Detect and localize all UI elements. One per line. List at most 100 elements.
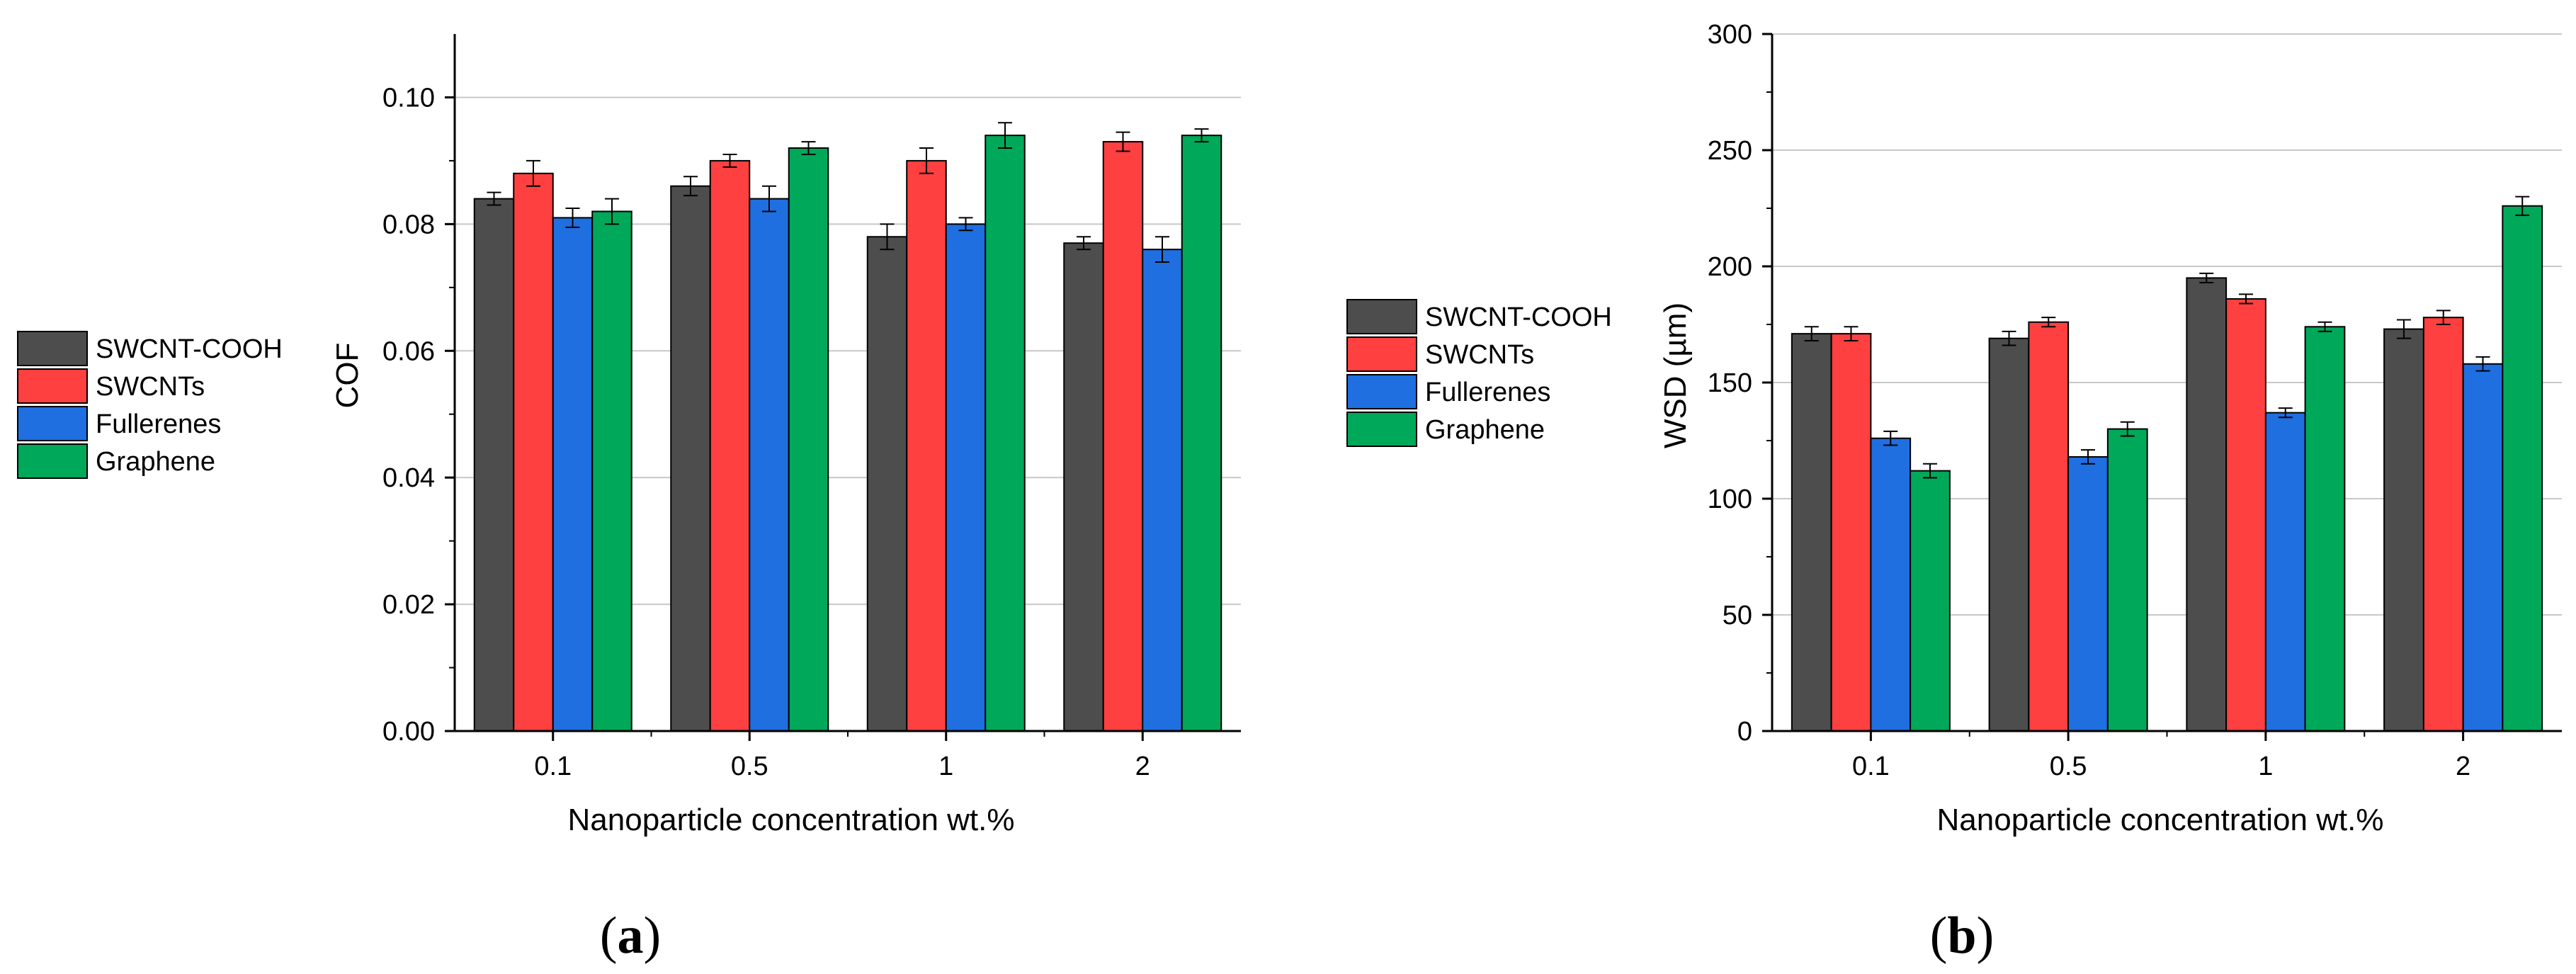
error-bar-a-0-2 [880, 223, 895, 251]
legend-item-a-graphene: Graphene [17, 443, 215, 479]
bars-a [473, 122, 1222, 732]
x-tick-label-a-0: 0.1 [534, 752, 572, 781]
y-tick-label-a-5: 0.10 [382, 83, 435, 113]
error-bar-a-0-1 [683, 176, 698, 197]
error-bar-b-2-2 [2278, 407, 2293, 419]
error-bar-a-1-2 [919, 147, 934, 174]
bar-a-fullerenes-0.5 [749, 198, 790, 732]
legend-swatch [1346, 374, 1417, 409]
legend-swatch [17, 443, 88, 479]
bar-a-graphene-1 [985, 135, 1026, 732]
error-bar-a-0-3 [1077, 236, 1091, 251]
bar-a-swcnt-cooh-0.1 [473, 198, 515, 732]
bar-b-graphene-1 [2304, 326, 2346, 732]
x-axis-title-b: Nanoparticle concentration wt.% [1937, 803, 2384, 837]
legend-label: SWCNTs [96, 372, 205, 402]
bar-b-graphene-2 [2502, 205, 2543, 732]
error-bar-b-0-2 [2199, 272, 2214, 283]
bar-b-swcnt-cooh-0.1 [1791, 333, 1832, 732]
error-bar-b-3-3 [2515, 196, 2530, 216]
legend-item-a-swcnt-cooh: SWCNT-COOH [17, 331, 283, 366]
error-bar-b-1-1 [2041, 317, 2056, 328]
x-tick-label-a-2: 1 [938, 752, 953, 781]
bar-b-swcnts-0.1 [1830, 333, 1872, 732]
error-bar-a-1-3 [1116, 131, 1130, 152]
x-tick-label-b-1: 0.5 [2050, 752, 2087, 781]
error-bar-a-2-0 [565, 208, 580, 228]
y-tick-label-b-6: 300 [1708, 20, 1752, 50]
bar-b-swcnts-1 [2225, 298, 2266, 732]
error-bar-b-0-1 [2002, 330, 2016, 346]
legend-b: SWCNT-COOH SWCNTs Fullerenes Graphene [1346, 299, 1612, 447]
legend-swatch [17, 331, 88, 366]
bar-b-fullerenes-0.5 [2067, 455, 2109, 732]
bar-a-swcnts-1 [906, 159, 947, 732]
legend-swatch [1346, 412, 1417, 447]
error-bar-b-3-1 [2120, 421, 2135, 437]
bar-b-graphene-0.1 [1910, 470, 1951, 732]
y-axis-title-a: COF [330, 343, 365, 409]
bar-b-swcnt-cooh-2 [2383, 328, 2424, 732]
bar-a-swcnt-cooh-2 [1063, 242, 1104, 732]
error-bar-a-1-1 [722, 153, 737, 168]
y-tick-label-b-3: 150 [1708, 368, 1752, 398]
y-tick-label-b-4: 200 [1708, 252, 1752, 282]
x-tick-label-a-1: 0.5 [731, 752, 768, 781]
error-bar-b-0-3 [2397, 319, 2411, 339]
bar-b-swcnt-cooh-0.5 [1988, 337, 2030, 732]
y-axis-title-b: WSD (µm) [1658, 302, 1693, 448]
error-bar-b-2-0 [1883, 430, 1898, 446]
bar-a-swcnt-cooh-1 [866, 236, 908, 732]
error-bar-b-1-2 [2239, 293, 2253, 305]
error-bar-b-1-3 [2436, 310, 2451, 325]
bars-b [1791, 196, 2543, 732]
bar-a-swcnts-2 [1102, 141, 1144, 732]
bar-a-fullerenes-2 [1142, 249, 1183, 732]
legend-label: SWCNT-COOH [96, 334, 283, 364]
axes-b: 0 50 100 150 200 250 300 0.1 0.5 1 2 [1708, 20, 2562, 781]
bar-a-swcnts-0.1 [513, 172, 554, 732]
bar-b-swcnts-2 [2422, 317, 2464, 732]
error-bar-a-3-3 [1194, 128, 1209, 143]
legend-item-a-fullerenes: Fullerenes [17, 406, 221, 441]
y-tick-label-b-2: 100 [1708, 485, 1752, 514]
legend-swatch [1346, 336, 1417, 372]
legend-label: SWCNTs [1425, 340, 1534, 370]
legend-label: SWCNT-COOH [1425, 302, 1612, 332]
error-bar-a-3-1 [801, 141, 816, 155]
y-tick-label-a-2: 0.04 [382, 463, 435, 493]
chart-panel-a: SWCNT-COOH SWCNTs Fullerenes Graphene 0.00 0… [17, 34, 1241, 965]
y-tick-label-a-3: 0.06 [382, 336, 435, 366]
bar-b-graphene-0.5 [2106, 428, 2148, 732]
legend-label: Fullerenes [1425, 378, 1550, 407]
error-bar-b-2-3 [2475, 356, 2490, 372]
error-bar-b-2-1 [2081, 449, 2095, 465]
bar-b-fullerenes-1 [2264, 412, 2306, 732]
legend-swatch [17, 406, 88, 441]
x-tick-label-b-3: 2 [2456, 752, 2470, 781]
legend-item-b-swcnts: SWCNTs [1346, 336, 1534, 372]
error-bar-b-3-0 [1923, 463, 1937, 479]
error-bar-a-3-2 [998, 122, 1012, 149]
legend-label: Graphene [96, 447, 215, 477]
y-tick-label-a-0: 0.00 [382, 717, 435, 747]
y-tick-label-b-0: 0 [1737, 717, 1752, 747]
error-bar-b-1-0 [1844, 326, 1859, 341]
legend-a: SWCNT-COOH SWCNTs Fullerenes Graphene [17, 331, 283, 479]
x-tick-label-a-3: 2 [1135, 752, 1150, 781]
bar-a-swcnts-0.5 [709, 159, 751, 732]
bar-b-swcnt-cooh-1 [2186, 277, 2228, 732]
bar-a-graphene-0.5 [788, 147, 829, 732]
bar-a-graphene-0.1 [591, 210, 632, 732]
bar-b-fullerenes-2 [2462, 363, 2504, 732]
bar-b-fullerenes-0.1 [1870, 437, 1912, 732]
bar-a-fullerenes-0.1 [552, 217, 594, 732]
legend-item-a-swcnts: SWCNTs [17, 368, 205, 404]
x-axis-title-a: Nanoparticle concentration wt.% [568, 803, 1015, 837]
x-tick-label-b-0: 0.1 [1852, 752, 1890, 781]
legend-swatch [17, 368, 88, 404]
panel-letter-a: a [618, 907, 644, 965]
y-tick-label-a-1: 0.02 [382, 590, 435, 620]
